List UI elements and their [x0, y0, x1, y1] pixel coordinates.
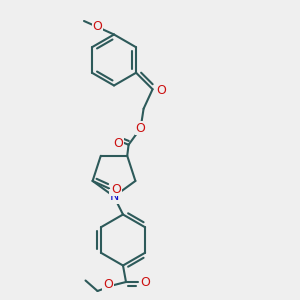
Text: O: O [103, 278, 113, 292]
Text: O: O [156, 84, 166, 97]
Text: O: O [113, 137, 123, 150]
Text: O: O [112, 183, 122, 196]
Text: O: O [141, 275, 150, 289]
Text: O: O [136, 122, 146, 135]
Text: O: O [93, 20, 102, 34]
Text: N: N [109, 190, 119, 203]
